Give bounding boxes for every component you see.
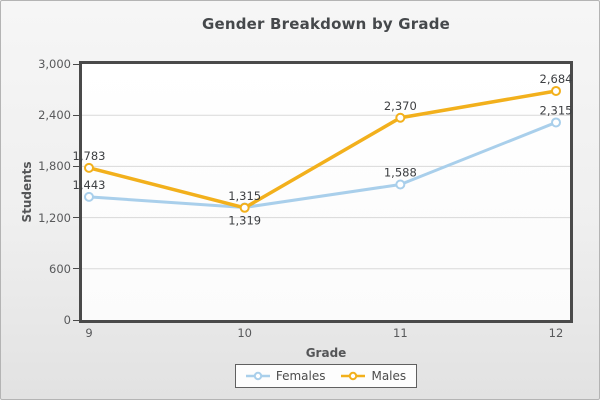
females-line-marker-icon bbox=[245, 371, 270, 381]
legend: Females Males bbox=[234, 364, 418, 388]
x-tick-label-9: 9 bbox=[85, 326, 93, 340]
legend-item-females[interactable]: Females bbox=[245, 369, 326, 383]
plot-canvas: 1,443 1,319 1,588 2,315 1,783 1,315 2,370 2,684 bbox=[73, 72, 573, 270]
data-point-males-9[interactable] bbox=[84, 162, 94, 173]
data-point-females-9[interactable] bbox=[84, 191, 94, 202]
legend-container: Females Males bbox=[79, 364, 573, 388]
x-axis-title: Grade bbox=[305, 346, 347, 360]
data-point-males-11[interactable] bbox=[395, 112, 406, 123]
legend-label-males: Males bbox=[371, 369, 407, 383]
x-tick-label-12: 12 bbox=[548, 326, 564, 340]
y-tick-label-3000: 3,000 bbox=[38, 57, 71, 71]
data-point-females-12[interactable] bbox=[551, 117, 561, 128]
y-tick-mark-1800 bbox=[73, 165, 79, 167]
data-label-females-11: 1,588 bbox=[384, 165, 417, 179]
y-tick-mark-0 bbox=[73, 319, 79, 321]
data-label-males-9: 1,783 bbox=[73, 149, 106, 163]
data-label-females-9: 1,443 bbox=[73, 178, 106, 192]
data-label-females-12: 2,315 bbox=[540, 103, 573, 117]
y-tick-label-1800: 1,800 bbox=[38, 159, 71, 174]
y-tick-mark-2400 bbox=[73, 114, 79, 116]
data-label-females-10: 1,319 bbox=[228, 213, 261, 227]
data-label-males-10: 1,315 bbox=[228, 189, 261, 203]
data-label-males-11: 2,370 bbox=[384, 99, 417, 113]
x-tick-label-11: 11 bbox=[393, 326, 408, 340]
series-line-females bbox=[87, 120, 558, 209]
data-point-females-11[interactable] bbox=[395, 179, 406, 190]
y-tick-label-1200: 1,200 bbox=[38, 210, 71, 225]
y-tick-mark-1200 bbox=[73, 217, 79, 219]
series-line-males bbox=[87, 89, 558, 210]
chart-title: Gender Breakdown by Grade bbox=[201, 15, 451, 33]
data-point-males-12[interactable] bbox=[551, 85, 561, 96]
y-tick-label-600: 600 bbox=[49, 261, 71, 276]
y-tick-mark-3000 bbox=[73, 63, 79, 65]
x-tick-label-10: 10 bbox=[237, 326, 252, 340]
data-label-males-12: 2,684 bbox=[540, 72, 573, 86]
data-point-males-10[interactable] bbox=[239, 202, 250, 213]
plot-area: 1,443 1,319 1,588 2,315 1,783 1,315 2,370 2,684 bbox=[73, 61, 573, 323]
y-tick-mark-600 bbox=[73, 268, 79, 270]
y-tick-label-0: 0 bbox=[63, 313, 71, 327]
legend-label-females: Females bbox=[275, 369, 326, 383]
y-tick-label-2400: 2,400 bbox=[38, 108, 71, 123]
males-line-marker-icon bbox=[341, 371, 366, 381]
legend-item-males[interactable]: Males bbox=[341, 369, 406, 383]
